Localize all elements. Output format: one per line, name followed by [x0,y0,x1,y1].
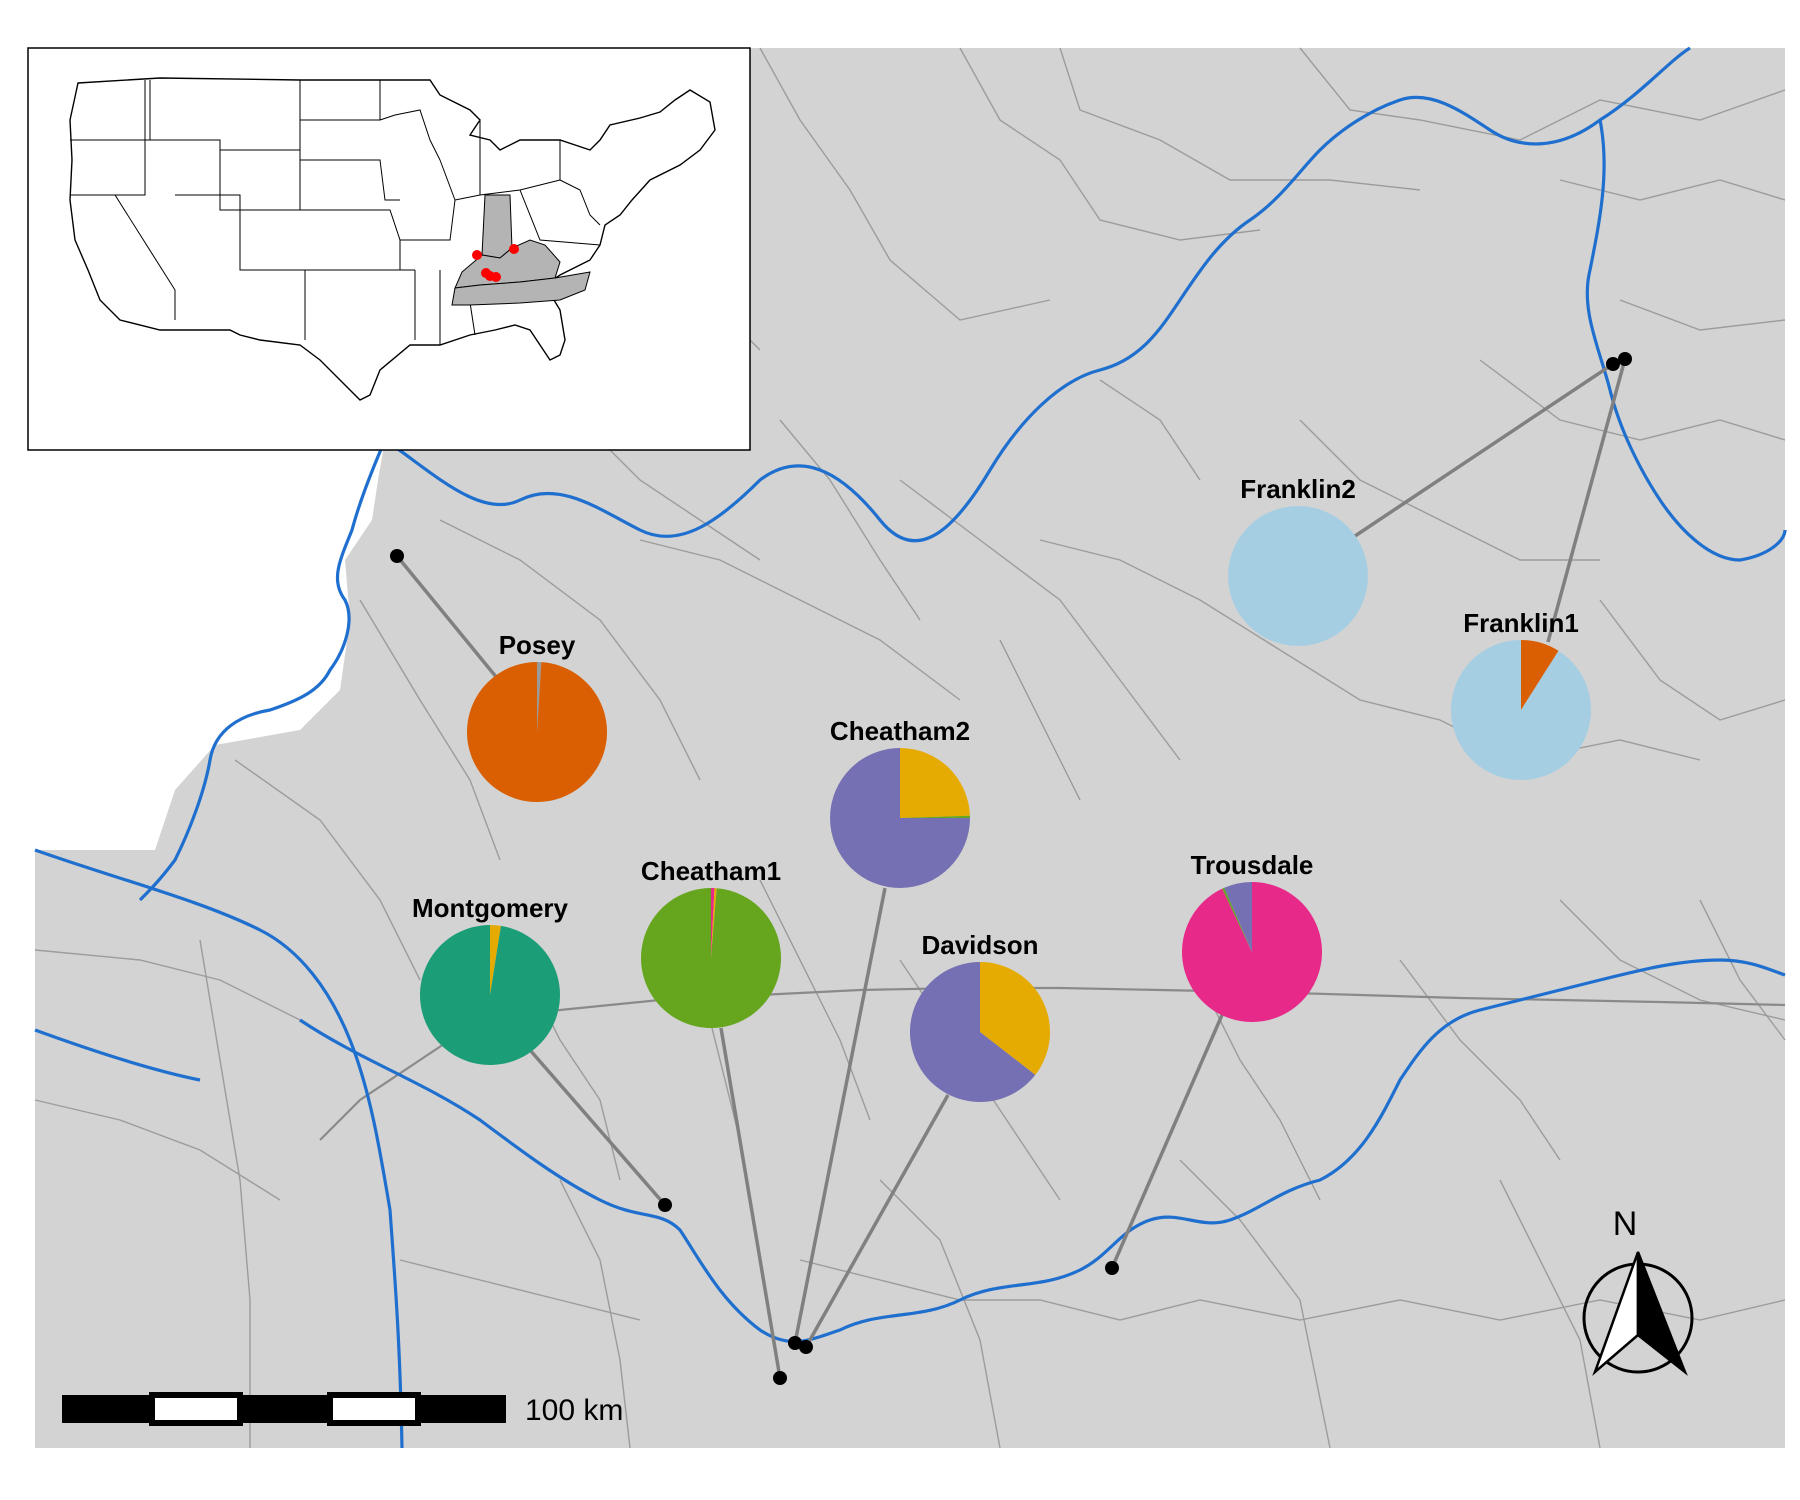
sample-point-posey [390,549,404,563]
pie-slice-trousdale-purple [1224,882,1252,952]
inset-point-davidson [491,272,501,282]
scale-label: 100 km [525,1394,623,1427]
sample-point-trousdale [1105,1261,1119,1275]
inset-map [27,47,751,451]
pie-slice-franklin1-lightblue [1451,640,1592,781]
leader-line-trousdale [1110,1014,1224,1269]
inset-point-franklin [509,244,519,254]
scale-bar: 100 km [62,1392,623,1427]
pie-slice-posey-gray [537,662,542,732]
leader-line-franklin1 [1546,358,1627,643]
leader-line-cheatham1 [719,1027,782,1379]
rivers [34,46,1787,1449]
scale-segment-2 [149,1392,243,1426]
pie-slice-cheatham1-gold [711,888,717,958]
sample-point-cheatham2 [788,1336,802,1350]
pie-cheatham2 [830,748,970,888]
pie-davidson [909,962,1050,1103]
site-labels: Posey Montgomery Cheatham1 Cheatham2 Davidso… [412,474,1579,960]
leader-line-franklin2 [1354,362,1614,538]
site-label-cheatham1: Cheatham1 [641,856,781,886]
pie-slice-montgomery-teal [419,925,560,1065]
leader-line-montgomery [528,1048,667,1207]
site-label-montgomery: Montgomery [412,893,569,923]
site-label-trousdale: Trousdale [1191,850,1314,880]
pie-franklin2 [1228,506,1368,646]
pie-charts [419,506,1592,1103]
pie-slice-cheatham1-pink [711,888,715,958]
leader-lines [395,358,1627,1379]
sample-point-montgomery [658,1198,672,1212]
pie-montgomery [419,925,560,1065]
north-arrow-icon: N [1582,1205,1694,1377]
leader-line-cheatham2 [793,887,887,1344]
pie-slice-trousdale-green [1222,887,1252,952]
inset-indiana [481,194,513,259]
inset-state-lines [70,80,601,345]
site-label-franklin1: Franklin1 [1463,608,1579,638]
scale-segment-1 [62,1395,152,1423]
site-label-posey: Posey [499,630,576,660]
pie-franklin1 [1451,640,1592,781]
scale-segment-3 [240,1395,330,1423]
pie-slice-cheatham2-gold [900,748,970,818]
site-label-cheatham2: Cheatham2 [830,716,970,746]
pie-slice-montgomery-gold [490,925,501,995]
leader-line-davidson [804,1094,950,1348]
leader-line-posey [395,554,499,680]
sample-point-franklin2 [1606,357,1620,371]
north-label: N [1613,1205,1638,1243]
pie-slice-franklin1-orange [1521,640,1559,710]
pie-slice-davidson-gold [980,962,1050,1075]
pie-slice-davidson-purple [909,962,1036,1103]
pie-trousdale [1182,882,1323,1022]
pie-slice-cheatham2-purple [830,748,970,888]
site-label-franklin2: Franklin2 [1240,474,1356,504]
sample-points [390,352,1632,1385]
inset-sample-points [472,244,519,282]
site-label-davidson: Davidson [921,930,1038,960]
scale-segment-4 [327,1392,421,1426]
scale-segment-5 [418,1395,506,1423]
pie-posey [467,662,608,803]
pie-slice-cheatham2-green [900,815,970,818]
inset-highlighted-states [451,194,591,306]
pie-slice-franklin2-lightblue [1228,506,1368,646]
north-arrow-right [1636,1251,1688,1376]
pie-cheatham1 [641,888,782,1028]
sample-point-franklin1 [1618,352,1632,366]
sample-point-davidson [799,1340,813,1354]
inset-point-posey [472,250,482,260]
pie-slice-posey-orange [467,662,608,803]
pie-slice-cheatham1-green [641,888,782,1028]
inset-tennessee [451,271,591,306]
sample-point-cheatham1 [773,1371,787,1385]
